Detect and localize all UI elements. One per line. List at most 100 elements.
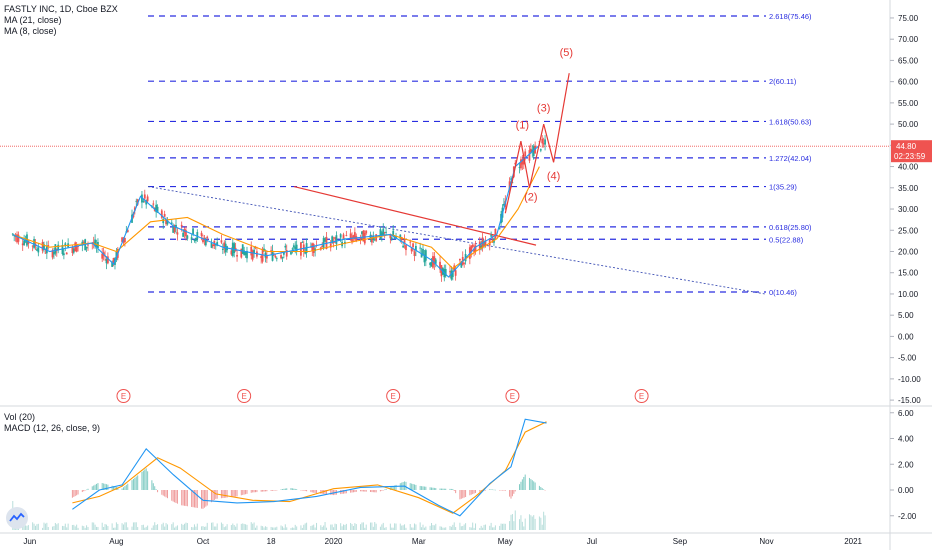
volume-bar — [157, 524, 159, 530]
candle-body — [186, 235, 189, 239]
candle-body — [521, 159, 524, 165]
volume-bar — [331, 524, 333, 530]
volume-bar — [203, 526, 205, 530]
candle-body — [355, 236, 358, 242]
volume-bar — [475, 523, 477, 530]
histogram-bar — [233, 490, 235, 497]
volume-bar — [67, 523, 69, 530]
candle-body — [329, 243, 332, 248]
volume-bar — [56, 524, 58, 530]
volume-bar — [501, 523, 503, 530]
volume-bar — [290, 527, 292, 530]
volume-bar — [132, 522, 134, 530]
histogram-bar — [433, 487, 435, 490]
histogram-bar — [519, 484, 521, 490]
histogram-bar — [469, 490, 471, 496]
histogram-bar — [74, 490, 76, 497]
price-panel[interactable]: 2.618(75.46) 2(60.11) 1.618(50.63) 1.272(42… — [0, 12, 932, 407]
histogram-bar — [439, 488, 441, 490]
volume-bar — [494, 525, 496, 530]
volume-bar — [445, 527, 447, 530]
candle-body — [439, 261, 441, 270]
histogram-bar — [331, 490, 333, 495]
histogram-bar — [226, 490, 228, 498]
volume-bar — [422, 524, 424, 530]
candle-body — [522, 159, 525, 165]
volume-bar — [429, 525, 431, 530]
histogram-bar — [240, 490, 242, 496]
candle-body — [220, 240, 223, 243]
candle-body — [390, 237, 393, 240]
time-axis[interactable]: Jun Aug Oct 18 2020 Mar May Jul Sep Nov 2021 — [0, 532, 932, 546]
histogram-bar — [452, 488, 454, 490]
histogram-bar — [152, 483, 154, 490]
candle-body — [190, 237, 193, 240]
support-trendline — [147, 186, 766, 295]
histogram-bar — [354, 490, 356, 493]
price-tick-label: 75.00 — [898, 14, 919, 23]
volume-bar — [303, 524, 305, 530]
candle-body — [31, 245, 34, 247]
volume-bar — [43, 522, 45, 530]
candle-body — [449, 271, 451, 273]
histogram-bar — [514, 490, 516, 492]
histogram-bar — [196, 490, 198, 508]
candle-body — [294, 246, 297, 250]
histogram-bar — [325, 490, 327, 495]
volume-bar — [283, 527, 285, 530]
histogram-bar — [96, 483, 98, 490]
volume-bar — [372, 526, 374, 530]
candle-body — [87, 244, 89, 246]
macd-panel[interactable] — [12, 418, 547, 530]
volume-bar — [343, 524, 345, 530]
volume-bar — [164, 526, 166, 530]
volume-bar — [172, 522, 174, 530]
volume-bar — [503, 523, 505, 530]
candle-body — [223, 242, 226, 249]
volume-bar — [86, 525, 88, 530]
histogram-bar — [371, 490, 373, 493]
volume-bar — [111, 523, 113, 530]
volume-bar — [320, 525, 322, 530]
volume-bar — [484, 524, 486, 530]
volume-bar — [455, 527, 457, 530]
candle-body — [182, 232, 185, 237]
volume-bar — [42, 527, 44, 530]
histogram-bar — [83, 490, 85, 492]
candle-body — [383, 232, 386, 233]
histogram-bar — [86, 489, 88, 491]
volume-bar — [91, 522, 93, 530]
candle-body — [395, 235, 397, 239]
histogram-bar — [311, 490, 313, 493]
candle-body — [471, 244, 474, 247]
candle-body — [280, 255, 282, 259]
tradingview-logo-icon[interactable] — [6, 507, 28, 529]
volume-bar — [334, 523, 336, 530]
candle-body — [221, 248, 224, 250]
histogram-bar — [344, 490, 346, 494]
volume-bar — [232, 523, 234, 530]
volume-bar — [365, 524, 367, 530]
volume-bar — [433, 525, 435, 530]
volume-bar — [401, 525, 403, 530]
volume-bar — [483, 524, 485, 530]
candle-body — [145, 200, 148, 205]
volume-bar — [250, 522, 252, 530]
price-tick-label: 70.00 — [898, 35, 919, 44]
candle-body — [544, 139, 546, 145]
histogram-bar — [202, 490, 204, 509]
candle-body — [75, 244, 78, 252]
price-axis[interactable]: 75.0070.0065.0060.0055.0050.0045.0040.00… — [889, 0, 932, 550]
histogram-bar — [489, 489, 491, 490]
candle-body — [532, 146, 535, 156]
histogram-bar — [103, 483, 105, 490]
time-tick-label: 2021 — [844, 537, 862, 546]
candle-body — [273, 254, 275, 256]
volume-bar — [514, 510, 516, 530]
macd-tick-label: 0.00 — [898, 486, 914, 495]
volume-bar — [171, 524, 173, 530]
price-tick-label: 50.00 — [898, 120, 919, 129]
volume-bar — [412, 527, 414, 530]
macd-tick-label: 6.00 — [898, 409, 914, 418]
